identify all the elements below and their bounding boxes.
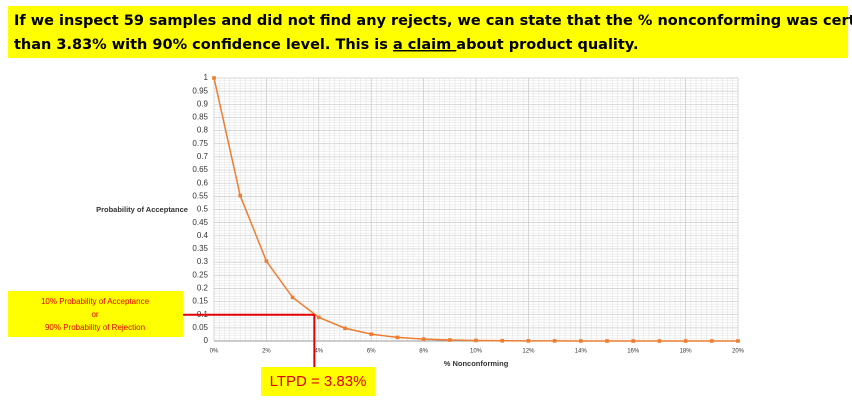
annotation-box: [8, 291, 183, 337]
point: [736, 339, 740, 343]
header-line: than 3.83% with 90% confidence level. Th…: [14, 37, 638, 53]
header-text: than 3.83% with 90% confidence level. Th…: [14, 37, 393, 53]
y-tick-label: 0.15: [192, 297, 208, 306]
x-tick-label: 16%: [627, 349, 640, 355]
x-tick-label: 8%: [419, 349, 428, 355]
point: [474, 338, 478, 343]
x-tick-label: 20%: [732, 349, 745, 355]
y-tick-label: 0.55: [192, 191, 208, 200]
header-text: about product quality.: [456, 37, 638, 53]
header-underlined: a claim: [393, 37, 456, 53]
y-tick-label: 0.05: [192, 323, 208, 332]
point: [657, 339, 662, 343]
y-tick-label: 0.85: [192, 113, 208, 122]
point: [500, 338, 504, 343]
x-tick-label: 0%: [210, 349, 219, 355]
x-axis-label: % Nonconforming: [444, 359, 509, 368]
x-tick-label: 4%: [314, 349, 323, 355]
point: [683, 339, 688, 343]
y-tick-label: 1: [204, 73, 209, 82]
point: [290, 295, 295, 300]
x-tick-label: 10%: [470, 349, 483, 355]
x-tick-label: 14%: [575, 349, 588, 355]
y-tick-label: 0.5: [197, 205, 209, 214]
annotation-box: [261, 367, 375, 396]
y-tick-label: 0.6: [197, 178, 209, 187]
y-tick-label: 0.25: [192, 270, 208, 279]
point: [421, 337, 426, 341]
y-tick-label: 0.95: [192, 86, 208, 95]
point: [579, 339, 583, 343]
point: [605, 339, 609, 343]
point: [369, 332, 373, 336]
header-box: [8, 6, 848, 58]
y-tick-label: 0.75: [192, 139, 208, 148]
y-tick-label: 0.3: [197, 257, 209, 266]
x-tick-label: 6%: [367, 349, 376, 355]
point: [212, 76, 216, 80]
point: [710, 339, 714, 343]
annotation-text: 90% Probability of Rejection: [45, 323, 145, 332]
point: [395, 335, 400, 340]
annotation-text: 10% Probability of Acceptance: [41, 297, 150, 306]
y-tick-label: 0.8: [197, 126, 209, 135]
y-tick-label: 0.45: [192, 218, 208, 227]
y-tick-label: 0.9: [197, 99, 209, 108]
annotation-text: or: [91, 310, 98, 319]
y-tick-label: 0.7: [197, 152, 209, 161]
point: [526, 339, 531, 343]
y-tick-label: 0: [204, 336, 209, 345]
y-axis-label: Probability of Acceptance: [96, 205, 188, 214]
point: [448, 338, 452, 342]
point: [343, 326, 347, 331]
header-line: If we inspect 59 samples and did not fin…: [14, 13, 852, 29]
x-tick-label: 2%: [262, 349, 271, 355]
point: [631, 339, 635, 343]
point: [552, 339, 557, 343]
y-tick-label: 0.35: [192, 244, 208, 253]
point: [238, 193, 242, 198]
y-tick-label: 0.2: [197, 284, 209, 293]
point: [317, 315, 321, 320]
x-tick-label: 18%: [680, 349, 693, 355]
y-tick-label: 0.4: [197, 231, 209, 240]
point: [264, 259, 269, 263]
y-tick-label: 0.65: [192, 165, 208, 174]
annotation-text: LTPD = 3.83%: [270, 373, 367, 390]
x-tick-label: 12%: [522, 349, 535, 355]
